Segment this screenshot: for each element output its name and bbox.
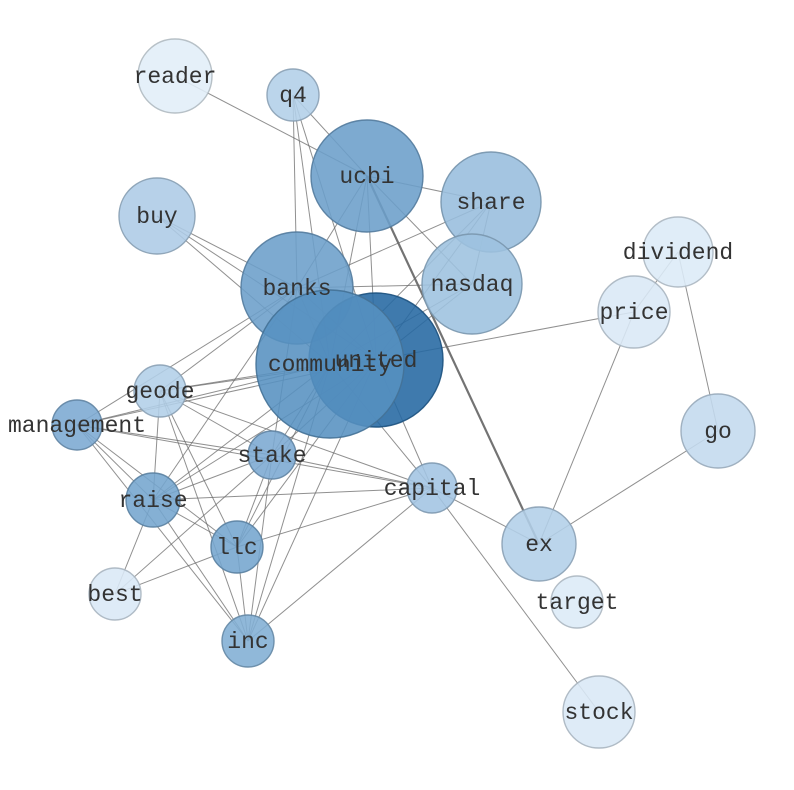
svg-text:reader: reader [134,64,217,90]
svg-text:geode: geode [125,379,194,405]
svg-text:target: target [536,590,619,616]
svg-text:buy: buy [136,204,178,230]
svg-text:go: go [704,419,732,445]
svg-text:llc: llc [216,535,257,561]
svg-text:stake: stake [237,443,306,469]
svg-text:nasdaq: nasdaq [431,272,514,298]
svg-text:banks: banks [262,276,331,302]
svg-text:share: share [456,190,525,216]
svg-text:price: price [599,300,668,326]
svg-text:q4: q4 [279,83,307,109]
svg-text:inc: inc [227,629,268,655]
svg-text:community: community [268,352,392,378]
svg-text:capital: capital [384,476,481,502]
svg-text:ucbi: ucbi [339,164,394,190]
svg-text:stock: stock [564,700,633,726]
svg-text:management: management [8,413,146,439]
svg-text:best: best [87,582,142,608]
svg-text:raise: raise [118,488,187,514]
svg-text:ex: ex [525,532,553,558]
svg-text:dividend: dividend [623,240,733,266]
